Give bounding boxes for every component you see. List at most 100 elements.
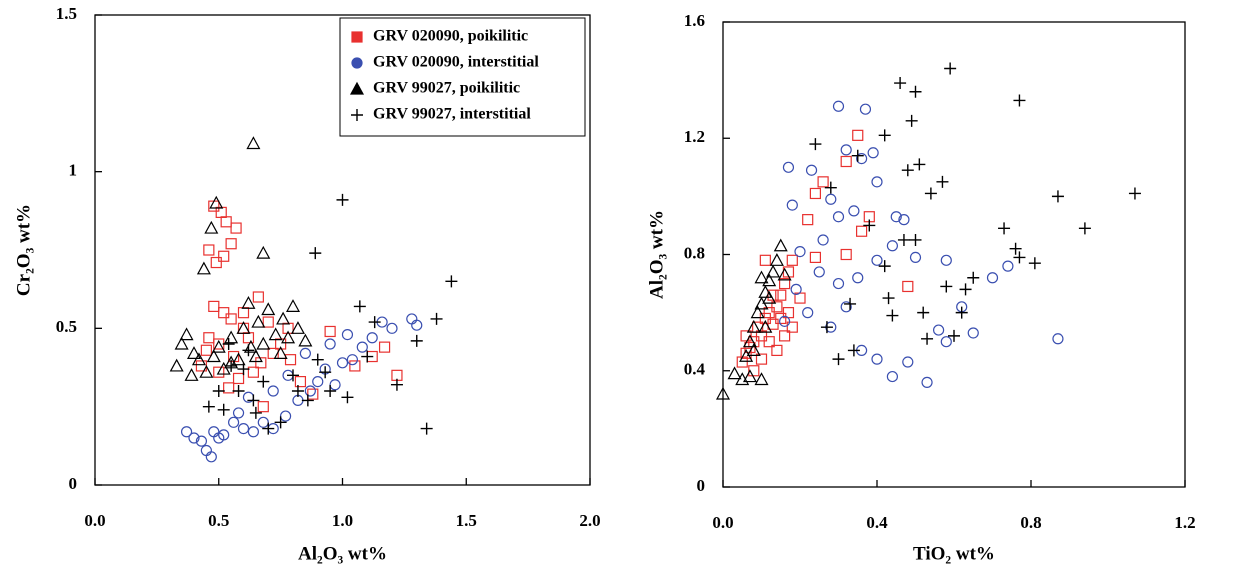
y-tick-label: 0 xyxy=(69,474,78,493)
series xyxy=(715,238,792,400)
marker-circle xyxy=(208,426,220,438)
marker-circle xyxy=(778,315,791,327)
marker-circle xyxy=(782,161,795,173)
marker-triangle xyxy=(746,343,761,357)
marker-circle xyxy=(790,283,802,295)
y-axis-title: Cr₂O₃ wt% xyxy=(13,204,34,296)
series xyxy=(778,100,1064,388)
marker-triangle xyxy=(777,267,792,281)
marker-plus xyxy=(1078,222,1091,235)
marker-plus xyxy=(824,181,837,194)
marker-circle xyxy=(228,416,240,428)
x-tick-label: 2.0 xyxy=(579,511,600,530)
marker-square xyxy=(208,300,220,312)
marker-plus xyxy=(878,129,891,142)
marker-square xyxy=(763,307,775,319)
marker-plus xyxy=(1013,94,1026,107)
marker-circle xyxy=(180,426,193,438)
marker-plus xyxy=(351,109,363,121)
marker-circle xyxy=(940,336,952,348)
marker-square xyxy=(740,330,752,342)
marker-triangle xyxy=(758,285,773,298)
marker-plus xyxy=(820,321,833,334)
marker-circle xyxy=(890,211,902,223)
marker-circle xyxy=(336,357,349,369)
marker-triangle xyxy=(204,220,219,234)
marker-circle xyxy=(366,332,378,344)
marker-square xyxy=(223,382,235,394)
legend-label: GRV 020090, interstitial xyxy=(373,54,539,71)
marker-circle xyxy=(940,254,952,266)
marker-plus xyxy=(324,385,337,397)
marker-triangle xyxy=(196,261,211,275)
marker-circle xyxy=(871,176,883,188)
y-tick-label: 0.8 xyxy=(684,243,705,262)
marker-triangle xyxy=(216,361,231,375)
marker-circle xyxy=(232,407,245,419)
marker-plus xyxy=(257,375,270,388)
marker-circle xyxy=(840,144,852,156)
marker-circle xyxy=(299,347,311,359)
marker-square xyxy=(247,366,259,378)
marker-circle xyxy=(406,313,418,325)
marker-circle xyxy=(886,370,899,383)
marker-plus xyxy=(851,149,864,162)
marker-triangle xyxy=(754,372,769,386)
plot-frame xyxy=(722,21,1186,488)
marker-triangle xyxy=(246,136,261,150)
marker-circle xyxy=(871,254,883,266)
marker-circle xyxy=(825,193,837,205)
marker-circle xyxy=(304,385,316,397)
marker-plus xyxy=(936,175,949,188)
marker-plus xyxy=(940,280,953,293)
marker-triangle xyxy=(209,195,224,209)
marker-plus xyxy=(430,312,443,325)
marker-plus xyxy=(249,406,262,419)
marker-triangle xyxy=(174,336,189,350)
marker-triangle xyxy=(186,346,202,359)
marker-square xyxy=(267,347,279,359)
marker-circle xyxy=(257,416,269,428)
marker-plus xyxy=(844,297,857,310)
marker-triangle xyxy=(273,346,288,359)
marker-square xyxy=(778,330,791,342)
marker-circle xyxy=(1052,333,1064,345)
marker-triangle xyxy=(762,290,777,304)
series xyxy=(202,193,458,435)
x-tick-label: 1.0 xyxy=(332,511,353,530)
marker-plus xyxy=(882,292,895,305)
marker-plus xyxy=(967,271,980,284)
marker-plus xyxy=(917,306,930,319)
marker-circle xyxy=(356,341,368,353)
marker-plus xyxy=(390,378,403,391)
marker-triangle xyxy=(184,368,199,381)
series xyxy=(195,200,403,413)
marker-triangle xyxy=(224,330,239,344)
marker-square xyxy=(902,280,914,293)
marker-plus xyxy=(232,385,245,397)
marker-triangle xyxy=(746,319,761,333)
marker-square xyxy=(759,254,771,266)
marker-plus xyxy=(368,316,381,329)
marker-plus xyxy=(998,222,1011,235)
x-tick-label: 0.8 xyxy=(1020,513,1041,532)
marker-square xyxy=(759,312,771,325)
x-tick-label: 0.5 xyxy=(208,511,229,530)
marker-square xyxy=(771,301,783,313)
marker-square xyxy=(203,332,215,344)
marker-triangle xyxy=(179,327,194,341)
marker-circle xyxy=(852,272,864,284)
marker-square xyxy=(213,366,225,378)
marker-square xyxy=(771,344,783,357)
marker-plus xyxy=(361,350,374,363)
marker-circle xyxy=(832,211,845,223)
marker-circle xyxy=(909,251,922,264)
series xyxy=(180,313,423,463)
marker-plus xyxy=(948,329,960,342)
marker-square xyxy=(786,321,798,333)
marker-circle xyxy=(341,329,354,341)
marker-plus xyxy=(863,219,876,232)
marker-plus xyxy=(420,422,433,435)
marker-square xyxy=(324,325,336,338)
x-tick-label: 1.5 xyxy=(456,511,477,530)
